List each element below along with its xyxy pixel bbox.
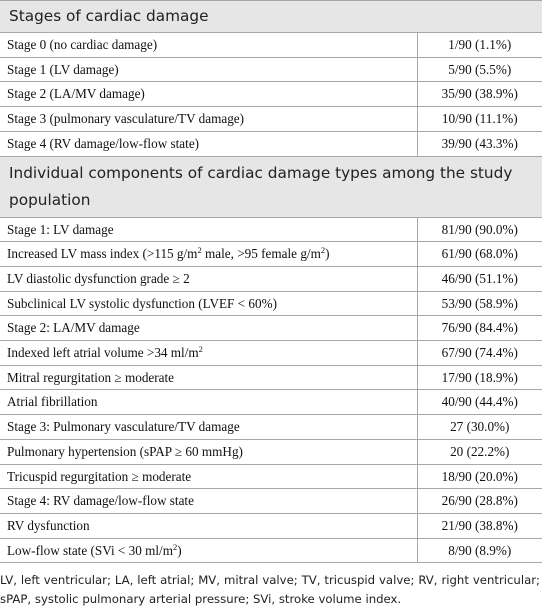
label-text: ) (325, 246, 330, 262)
row-label: Tricuspid regurgitation ≥ moderate (0, 464, 417, 490)
row-value: 20 (22.2%) (416, 439, 542, 465)
table-row: Stage 3: Pulmonary vasculature/TV damage… (0, 414, 542, 440)
table-row: Tricuspid regurgitation ≥ moderate 18/90… (0, 464, 542, 490)
table-row: Low-flow state (SVi < 30 ml/m2) 8/90 (8.… (0, 538, 542, 564)
section-title-stages: Stages of cardiac damage (0, 0, 542, 33)
row-label: Stage 3 (pulmonary vasculature/TV damage… (0, 106, 417, 132)
row-label: Low-flow state (SVi < 30 ml/m2) (0, 538, 417, 564)
row-label: Mitral regurgitation ≥ moderate (0, 365, 417, 391)
row-label: Stage 4: RV damage/low-flow state (0, 488, 417, 514)
superscript: 2 (197, 245, 202, 256)
table-row: Stage 2 (LA/MV damage) 35/90 (38.9%) (0, 81, 542, 108)
cardiac-damage-table: Stages of cardiac damage Stage 0 (no car… (0, 0, 542, 564)
row-value: 5/90 (5.5%) (416, 57, 542, 83)
label-text: Low-flow state (SVi < 30 ml/m (7, 542, 173, 558)
superscript: 2 (198, 344, 203, 355)
superscript: 2 (172, 541, 178, 552)
row-label: Stage 2 (LA/MV damage) (0, 81, 417, 108)
row-value: 81/90 (90.0%) (416, 217, 542, 243)
row-label: Stage 1: LV damage (0, 217, 417, 243)
section-title-components: Individual components of cardiac damage … (0, 156, 542, 218)
label-text: male, >95 female g/m (201, 246, 321, 262)
table-row: LV diastolic dysfunction grade ≥ 2 46/90… (0, 266, 542, 292)
row-label: Pulmonary hypertension (sPAP ≥ 60 mmHg) (0, 439, 417, 465)
row-label: Stage 3: Pulmonary vasculature/TV damage (0, 414, 417, 440)
label-text: Increased LV mass index (>115 g/m (7, 246, 198, 262)
table-row: Subclinical LV systolic dysfunction (LVE… (0, 291, 542, 317)
row-value: 67/90 (74.4%) (416, 340, 542, 366)
row-label: Stage 4 (RV damage/low-flow state) (0, 131, 417, 157)
label-text: Indexed left atrial volume >34 ml/m (7, 345, 199, 361)
table-row: Atrial fibrillation 40/90 (44.4%) (0, 389, 542, 416)
row-value: 40/90 (44.4%) (416, 389, 542, 416)
row-value: 1/90 (1.1%) (416, 32, 542, 58)
row-value: 21/90 (38.8%) (416, 513, 542, 539)
table-row: Stage 1: LV damage 81/90 (90.0%) (0, 217, 542, 243)
table-row: Stage 4: RV damage/low-flow state 26/90 … (0, 488, 542, 514)
row-label: Atrial fibrillation (0, 389, 417, 416)
row-label: RV dysfunction (0, 513, 417, 539)
row-value: 35/90 (38.9%) (416, 81, 542, 108)
row-value: 26/90 (28.8%) (416, 488, 542, 514)
row-label: Stage 2: LA/MV damage (0, 315, 417, 342)
row-value: 18/90 (20.0%) (416, 464, 542, 490)
row-value: 46/90 (51.1%) (416, 266, 542, 292)
row-value: 10/90 (11.1%) (416, 106, 542, 132)
table-row: Stage 3 (pulmonary vasculature/TV damage… (0, 106, 542, 132)
section-header-stages: Stages of cardiac damage (0, 0, 542, 33)
row-value: 8/90 (8.9%) (416, 538, 542, 564)
row-label: LV diastolic dysfunction grade ≥ 2 (0, 266, 417, 292)
table-row: RV dysfunction 21/90 (38.8%) (0, 513, 542, 539)
table-row: Indexed left atrial volume >34 ml/m2 67/… (0, 340, 542, 366)
table-row: Stage 1 (LV damage) 5/90 (5.5%) (0, 57, 542, 83)
table-row: Pulmonary hypertension (sPAP ≥ 60 mmHg) … (0, 439, 542, 465)
row-label: Stage 0 (no cardiac damage) (0, 32, 417, 58)
label-text: ) (177, 542, 182, 558)
row-label: Increased LV mass index (>115 g/m2 male,… (0, 241, 417, 267)
row-value: 76/90 (84.4%) (416, 315, 542, 342)
section-header-components: Individual components of cardiac damage … (0, 156, 542, 218)
row-label: Indexed left atrial volume >34 ml/m2 (0, 340, 417, 366)
row-value: 27 (30.0%) (416, 414, 542, 440)
row-label: Subclinical LV systolic dysfunction (LVE… (0, 291, 417, 317)
table-row: Increased LV mass index (>115 g/m2 male,… (0, 241, 542, 267)
superscript: 2 (320, 245, 326, 256)
row-value: 17/90 (18.9%) (416, 365, 542, 391)
table-row: Stage 4 (RV damage/low-flow state) 39/90… (0, 131, 542, 157)
row-value: 53/90 (58.9%) (416, 291, 542, 317)
cardiac-damage-table-container: Stages of cardiac damage Stage 0 (no car… (0, 0, 542, 564)
table-row: Mitral regurgitation ≥ moderate 17/90 (1… (0, 365, 542, 391)
table-footnote: LV, left ventricular; LA, left atrial; M… (0, 573, 540, 606)
row-value: 61/90 (68.0%) (416, 241, 542, 267)
table-row: Stage 0 (no cardiac damage) 1/90 (1.1%) (0, 32, 542, 58)
row-value: 39/90 (43.3%) (416, 131, 542, 157)
row-label: Stage 1 (LV damage) (0, 57, 417, 83)
table-row: Stage 2: LA/MV damage 76/90 (84.4%) (0, 315, 542, 342)
